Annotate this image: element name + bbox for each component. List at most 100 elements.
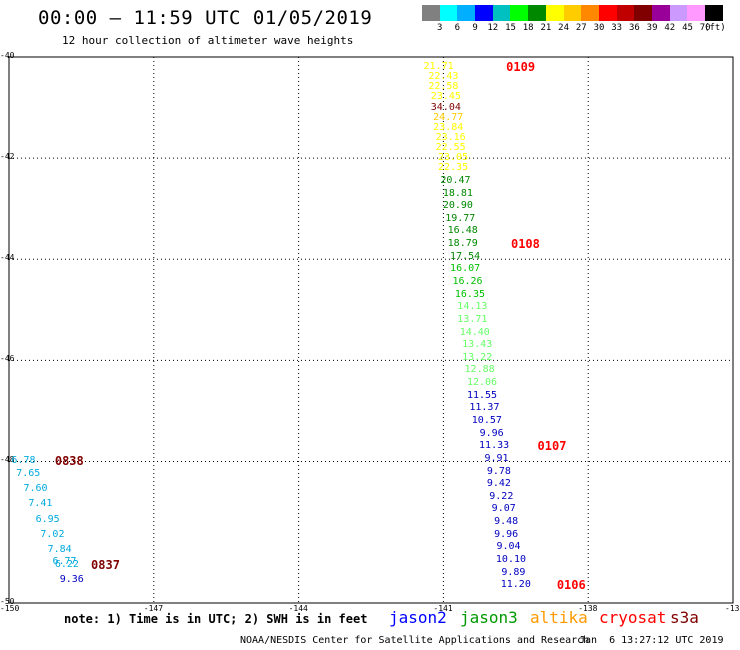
colorbar-swatch <box>563 5 582 21</box>
chart-title: 00:00 – 11:59 UTC 01/05/2019 <box>38 7 373 29</box>
colorbar-label: 33 <box>611 23 623 33</box>
pass-time-label: 0109 <box>506 60 536 75</box>
wave-height-value: 9.22 <box>489 490 514 502</box>
colorbar-swatch <box>634 5 652 21</box>
credit-text: NOAA/NESDIS Center for Satellite Applica… <box>240 635 590 646</box>
wave-height-value: 12.88 <box>464 364 495 376</box>
pass-time-label: 0108 <box>510 237 540 252</box>
legend-cryosat: cryosat <box>599 608 667 627</box>
colorbar-label: 21 <box>540 23 552 33</box>
wave-height-value: 6.22 <box>54 559 79 571</box>
latitude-tick-label: -44 <box>0 253 15 263</box>
longitude-tick-label: -144 <box>288 604 308 613</box>
plot-border <box>8 56 734 604</box>
wave-height-value: 9.07 <box>491 503 516 515</box>
wave-height-value: 6.95 <box>35 513 60 525</box>
wave-height-value: 13.22 <box>462 351 493 363</box>
wave-height-value: 9.36 <box>59 574 84 586</box>
colorbar-label: 18 <box>522 23 534 33</box>
wave-height-value: 9.42 <box>486 478 511 490</box>
colorbar-swatch <box>510 5 529 21</box>
wave-height-value: 11.55 <box>466 389 498 401</box>
colorbar-swatch <box>651 5 670 21</box>
longitude-tick-label: -138 <box>578 604 598 613</box>
longitude-tick-label: -13 <box>725 604 740 613</box>
wave-height-value: 20.90 <box>442 200 473 212</box>
colorbar-label: 30 <box>593 23 605 33</box>
colorbar-label: 9 <box>472 23 478 33</box>
chart-subtitle: 12 hour collection of altimeter wave hei… <box>62 34 354 47</box>
longitude-tick-label: -150 <box>0 604 20 613</box>
latitude-tick-label: -40 <box>0 51 15 60</box>
wave-height-colorbar <box>422 5 723 21</box>
wave-height-value: 7.60 <box>23 483 48 495</box>
wave-height-value: 9.04 <box>496 541 521 553</box>
wave-height-value: 22.58 <box>428 81 459 93</box>
colorbar-swatch <box>475 5 493 21</box>
wave-height-value: 9.78 <box>486 465 511 477</box>
colorbar-label: 42 <box>664 23 676 33</box>
colorbar-label: 15 <box>505 23 516 33</box>
wave-height-value: 11.20 <box>500 579 531 591</box>
colorbar-label: 70 <box>699 23 711 33</box>
wave-height-value: 12.06 <box>466 377 498 389</box>
wave-height-value: 24.77 <box>433 111 464 123</box>
colorbar-label: 24 <box>558 23 570 33</box>
colorbar-swatch <box>669 5 688 21</box>
wave-height-value: 16.48 <box>447 225 478 237</box>
wave-height-value: 34.04 <box>430 101 461 113</box>
colorbar-swatch <box>598 5 617 21</box>
wave-height-value: 22.43 <box>428 71 459 83</box>
wave-height-value: 23.16 <box>435 131 466 143</box>
colorbar-swatch <box>528 5 546 21</box>
wave-height-value: 9.89 <box>501 566 526 578</box>
latitude-tick-label: -46 <box>0 354 15 364</box>
colorbar-label: 3 <box>436 23 443 33</box>
colorbar-label: (ft) <box>704 23 726 33</box>
pass-time-label: 0106 <box>556 578 586 593</box>
wave-height-value: 9.96 <box>494 528 519 540</box>
latitude-tick-label: -50 <box>0 597 15 606</box>
legend-jason3: jason3 <box>460 608 518 627</box>
wave-height-value: 9.91 <box>484 452 509 464</box>
colorbar-label: 45 <box>682 23 693 33</box>
wave-height-value: 17.54 <box>450 250 481 262</box>
wave-height-value: 6.78 <box>11 455 36 467</box>
colorbar-swatch <box>687 5 705 21</box>
wave-height-value: 7.84 <box>47 543 72 555</box>
wave-height-value: 22.35 <box>437 162 469 174</box>
wave-height-value: 13.43 <box>462 339 493 351</box>
colorbar-swatch <box>581 5 599 21</box>
wave-height-value: 6.77 <box>52 555 77 567</box>
colorbar-swatch <box>545 5 564 21</box>
latitude-tick-label: -48 <box>0 455 15 465</box>
wave-height-value: 11.37 <box>469 402 500 414</box>
longitude-tick-label: -147 <box>143 604 164 613</box>
pass-time-label: 0837 <box>91 558 120 573</box>
wave-height-value: 21.71 <box>423 61 454 73</box>
wave-height-value: 18.81 <box>442 187 473 199</box>
legend-s3a: s3a <box>670 608 699 627</box>
colorbar-label: 12 <box>487 23 499 33</box>
wave-height-value: 19.77 <box>445 212 476 224</box>
wave-height-value: 14.40 <box>459 326 490 338</box>
wave-height-value: 9.48 <box>494 516 519 528</box>
colorbar-label: 36 <box>628 23 640 33</box>
longitude-tick-label: -141 <box>433 604 453 613</box>
wave-height-value: 23.45 <box>430 91 461 103</box>
wave-height-value: 22.55 <box>435 142 466 153</box>
wave-height-value: 20.47 <box>440 174 471 186</box>
colorbar-swatch <box>705 5 723 21</box>
latitude-tick-label: -42 <box>0 152 15 162</box>
wave-height-value: 16.35 <box>454 288 485 300</box>
colorbar-swatch <box>439 5 458 21</box>
wave-height-value: 10.10 <box>495 554 527 566</box>
wave-height-value: 7.65 <box>16 468 41 480</box>
wave-height-value: 16.07 <box>450 263 481 275</box>
colorbar-swatch <box>457 5 476 21</box>
colorbar-label: 6 <box>454 23 461 33</box>
colorbar-swatch <box>492 5 511 21</box>
colorbar-swatch <box>616 5 635 21</box>
